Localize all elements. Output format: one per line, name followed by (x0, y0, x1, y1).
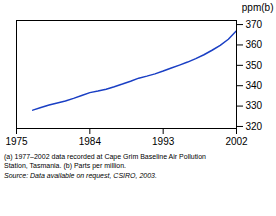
svg-text:350: 350 (246, 60, 263, 71)
svg-text:360: 360 (246, 39, 263, 50)
svg-text:2002: 2002 (225, 136, 248, 147)
svg-text:1975: 1975 (5, 136, 28, 147)
svg-text:1993: 1993 (152, 136, 175, 147)
svg-text:370: 370 (246, 19, 263, 30)
svg-text:320: 320 (246, 121, 263, 132)
svg-text:340: 340 (246, 80, 263, 91)
html-text:Station, Tasmania. (b) Parts p: Station, Tasmania. (b) Parts per million… (4, 162, 126, 170)
svg-text:ppm(b): ppm(b) (242, 2, 274, 13)
svg-text:330: 330 (246, 100, 263, 111)
html-text:Source: Data available on requ: Source: Data available on request, CSIRO… (4, 171, 157, 179)
html-text:(a) 1977–2002 data recorded at: (a) 1977–2002 data recorded at Cape Grim… (4, 153, 206, 160)
svg-text:1984: 1984 (79, 136, 102, 147)
